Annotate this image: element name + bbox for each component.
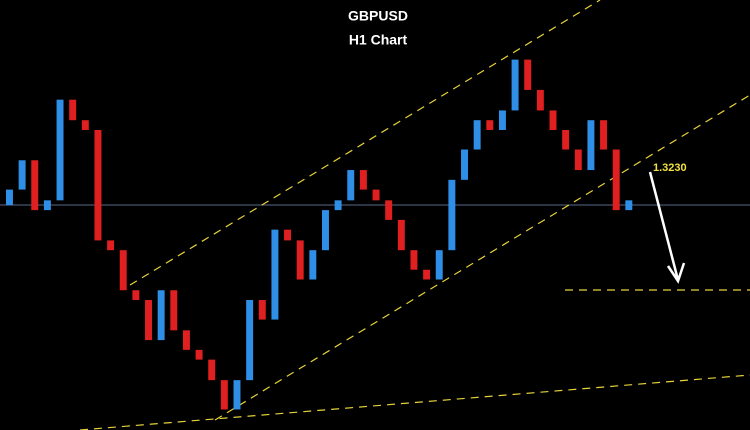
candle-body (524, 59, 532, 90)
candle-body (385, 200, 393, 220)
candle-body (81, 120, 89, 130)
candle-body (220, 380, 228, 410)
candle-body (625, 200, 633, 211)
candle-body (69, 99, 77, 121)
candle-body (284, 229, 292, 241)
candle-body (347, 170, 355, 201)
candle-body (359, 170, 367, 190)
candle-body (271, 229, 279, 320)
candle-body (435, 250, 443, 280)
candle-body (536, 89, 544, 111)
candle-body (600, 120, 608, 150)
candle-body (486, 120, 494, 130)
candle-body (182, 330, 190, 350)
candles (6, 59, 633, 410)
candle-body (56, 99, 64, 201)
candle-body (473, 120, 481, 150)
support-line (79, 374, 750, 430)
candle-body (94, 129, 102, 241)
candle-body (119, 250, 127, 291)
candle-body (587, 120, 595, 171)
candle-body (43, 200, 51, 211)
candle-body (574, 149, 582, 171)
candle-body (246, 300, 254, 381)
candle-body (107, 240, 115, 251)
candle-body (511, 59, 519, 111)
candle-body (410, 250, 418, 270)
chart-title: GBPUSD (348, 8, 408, 24)
candle-body (18, 160, 26, 190)
candle-body (448, 179, 456, 251)
candle-body (233, 380, 241, 410)
candle-body (195, 349, 203, 360)
candle-body (461, 149, 468, 180)
price-annotation: 1.3230 (653, 162, 687, 174)
candle-body (208, 359, 216, 381)
candle-body (372, 189, 380, 201)
lower-channel (214, 94, 750, 421)
candle-body (145, 300, 152, 341)
candle-body (157, 290, 165, 341)
upper-channel (129, 0, 601, 286)
candle-body (322, 210, 329, 251)
candle-body (309, 250, 317, 280)
candle-body (334, 200, 342, 211)
candle-body (170, 290, 178, 331)
candle-body (562, 129, 570, 150)
trendlines (79, 0, 750, 430)
candle-body (132, 290, 140, 301)
candle-body (549, 110, 557, 130)
candle-body (498, 110, 506, 130)
candle-body (423, 269, 431, 280)
candle-body (31, 160, 39, 211)
arrow (648, 171, 686, 284)
candle-body (612, 149, 620, 211)
chart-subtitle: H1 Chart (349, 32, 408, 48)
candle-body (6, 189, 13, 206)
candle-body (397, 219, 405, 251)
candle-body (296, 240, 304, 280)
candle-body (258, 300, 266, 320)
